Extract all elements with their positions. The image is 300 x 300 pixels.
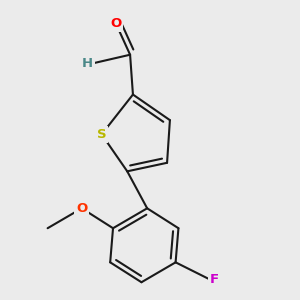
Text: H: H (82, 57, 93, 70)
Text: O: O (76, 202, 87, 215)
Text: S: S (97, 128, 106, 141)
Text: O: O (110, 17, 122, 30)
Text: F: F (210, 273, 219, 286)
